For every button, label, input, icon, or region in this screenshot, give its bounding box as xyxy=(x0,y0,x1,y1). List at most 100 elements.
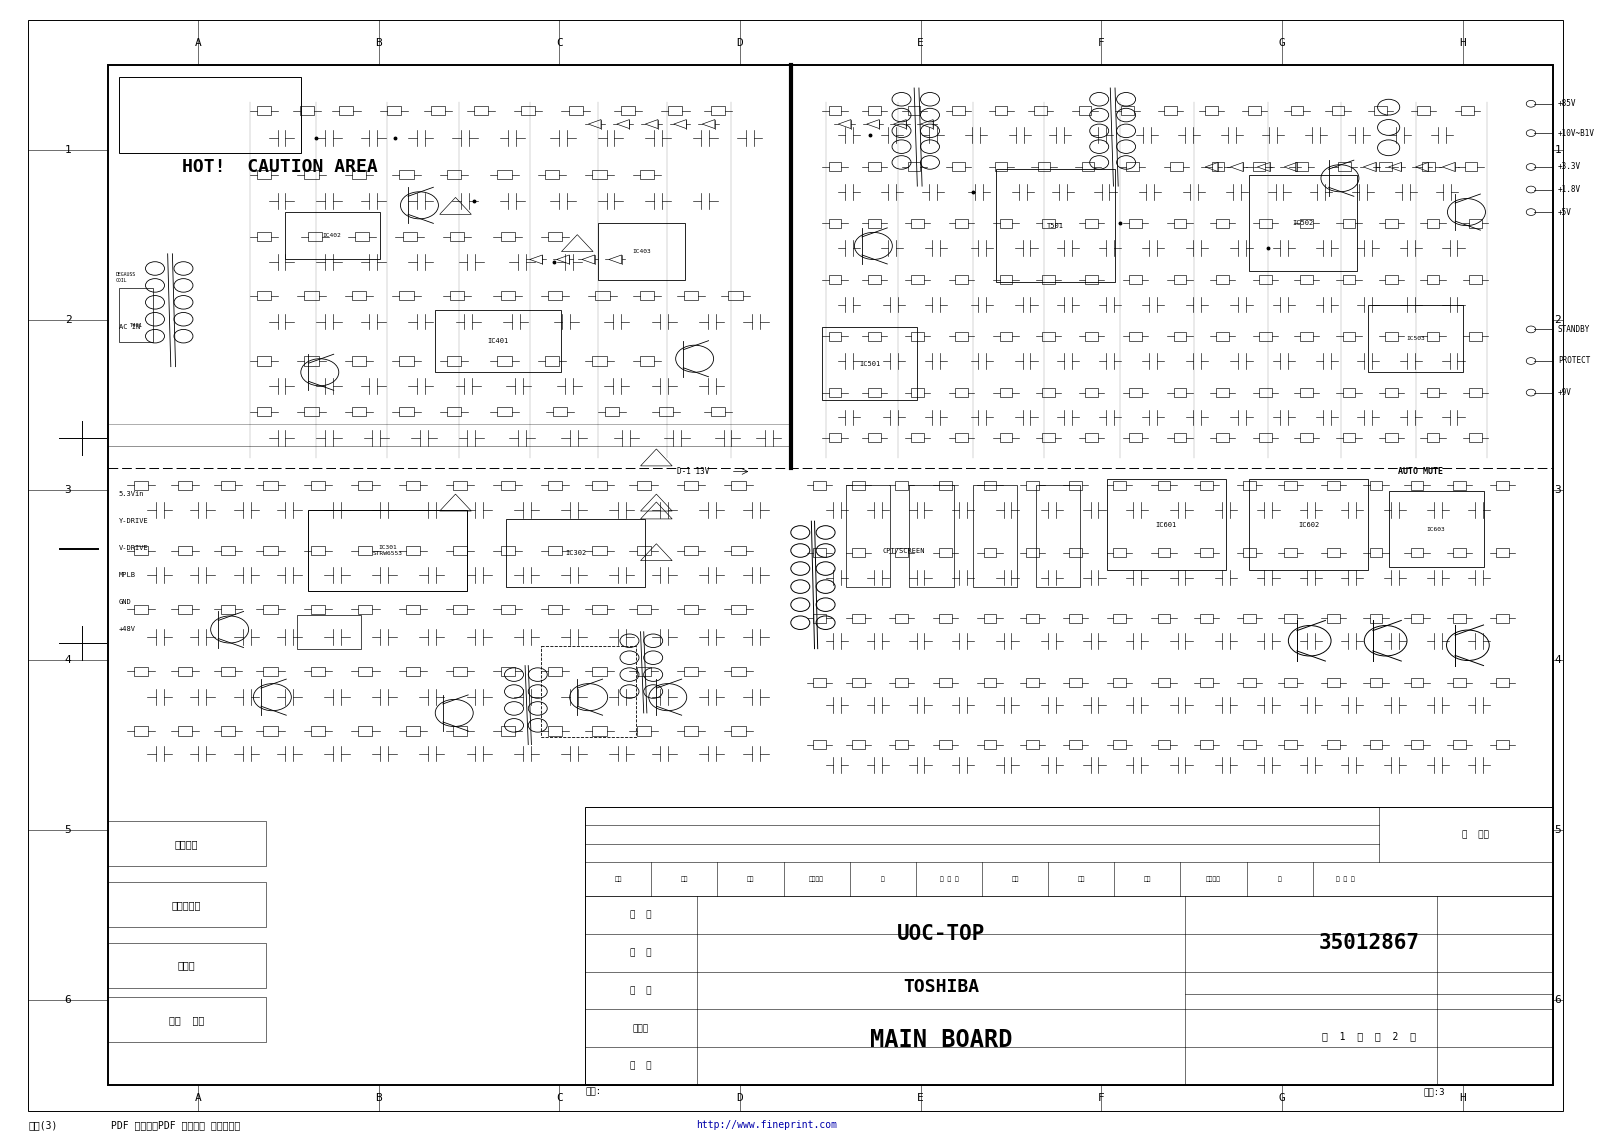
Bar xyxy=(1469,434,1482,443)
Bar xyxy=(299,106,314,115)
Bar xyxy=(1027,614,1038,623)
Text: E: E xyxy=(917,37,925,48)
Text: 格式(3): 格式(3) xyxy=(29,1121,58,1130)
Bar xyxy=(592,546,606,555)
Bar xyxy=(546,170,558,179)
Bar xyxy=(549,232,562,241)
Bar xyxy=(1259,434,1272,443)
Text: IC402: IC402 xyxy=(323,233,341,238)
Bar xyxy=(853,740,866,749)
Bar xyxy=(400,408,413,417)
Bar xyxy=(939,481,952,490)
Bar xyxy=(1205,106,1218,115)
Text: F: F xyxy=(1098,37,1104,48)
Bar xyxy=(1200,548,1213,557)
Bar xyxy=(1085,218,1098,228)
Bar xyxy=(446,357,461,366)
Bar xyxy=(1085,275,1098,284)
Bar xyxy=(595,291,610,300)
Bar xyxy=(446,170,461,179)
Text: Y-DRIVE: Y-DRIVE xyxy=(118,518,149,524)
Text: +48V: +48V xyxy=(118,626,136,633)
Bar xyxy=(1496,678,1509,687)
Bar xyxy=(1173,434,1186,443)
Bar xyxy=(1042,218,1054,228)
Text: 日期  签名: 日期 签名 xyxy=(170,1014,205,1024)
Bar xyxy=(1427,218,1440,228)
Bar xyxy=(1496,740,1509,749)
Bar xyxy=(1496,481,1509,490)
Bar xyxy=(637,481,651,490)
Text: 批  准: 批 准 xyxy=(630,1062,651,1071)
Bar xyxy=(450,232,464,241)
Bar xyxy=(1291,106,1304,115)
Bar xyxy=(310,727,325,736)
Text: GND: GND xyxy=(118,600,131,606)
Bar xyxy=(1114,481,1126,490)
Bar xyxy=(910,388,923,397)
Bar xyxy=(829,388,842,397)
Bar xyxy=(907,163,920,171)
Bar xyxy=(598,223,685,280)
Bar xyxy=(1342,332,1355,341)
Bar xyxy=(1126,163,1139,171)
Bar xyxy=(1034,106,1046,115)
Bar xyxy=(1173,218,1186,228)
Bar xyxy=(178,667,192,676)
Bar xyxy=(853,678,866,687)
Bar xyxy=(546,357,558,366)
Bar xyxy=(1216,275,1229,284)
Text: MAIN BOARD: MAIN BOARD xyxy=(870,1028,1013,1052)
Bar xyxy=(1000,332,1013,341)
Bar xyxy=(1082,163,1094,171)
Bar xyxy=(813,740,826,749)
Bar xyxy=(1374,106,1387,115)
Text: F: F xyxy=(1098,1094,1104,1104)
Bar xyxy=(910,434,923,443)
Bar xyxy=(1216,434,1229,443)
Bar xyxy=(813,678,826,687)
Bar xyxy=(1027,548,1038,557)
Bar xyxy=(1389,491,1483,567)
Bar xyxy=(1069,614,1082,623)
Bar xyxy=(995,106,1008,115)
Bar xyxy=(592,727,606,736)
Text: D: D xyxy=(736,1094,744,1104)
Bar xyxy=(685,291,698,300)
Bar xyxy=(869,218,882,228)
Bar xyxy=(258,357,272,366)
Bar xyxy=(1216,332,1229,341)
Bar xyxy=(1296,163,1307,171)
Bar xyxy=(621,106,635,115)
Bar xyxy=(984,548,997,557)
Bar xyxy=(907,106,920,115)
Bar xyxy=(939,740,952,749)
Bar xyxy=(134,604,147,614)
Bar xyxy=(352,291,366,300)
Text: 制图:: 制图: xyxy=(586,1088,602,1097)
Bar xyxy=(1331,106,1344,115)
Bar xyxy=(549,481,562,490)
Bar xyxy=(955,388,968,397)
Text: +3.3V: +3.3V xyxy=(1558,163,1581,171)
Bar xyxy=(909,486,954,586)
Bar xyxy=(501,232,515,241)
Bar xyxy=(853,481,866,490)
Text: C: C xyxy=(555,37,563,48)
Bar xyxy=(1158,678,1170,687)
Bar xyxy=(400,170,413,179)
Bar xyxy=(1370,481,1382,490)
Bar xyxy=(1130,275,1142,284)
Bar xyxy=(1370,740,1382,749)
Bar xyxy=(813,548,826,557)
Text: A: A xyxy=(195,1094,202,1104)
Bar xyxy=(1285,740,1298,749)
Bar xyxy=(592,667,606,676)
Bar xyxy=(1259,388,1272,397)
Text: 5.3Vin: 5.3Vin xyxy=(118,491,144,497)
Bar xyxy=(1114,678,1126,687)
Bar xyxy=(685,604,698,614)
Bar xyxy=(731,604,746,614)
Bar xyxy=(685,667,698,676)
Bar xyxy=(1370,548,1382,557)
